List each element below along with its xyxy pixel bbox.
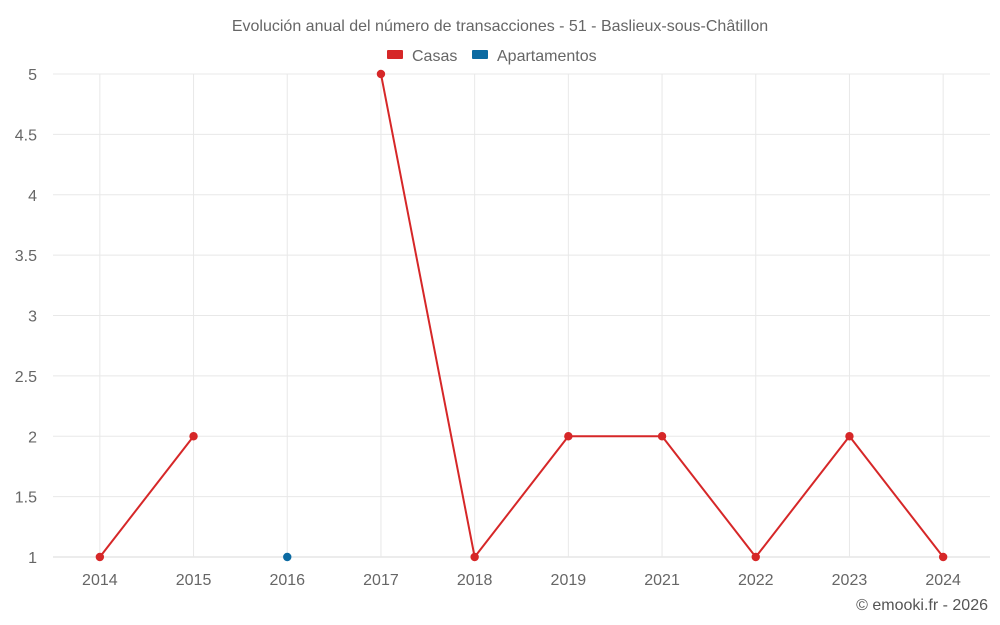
data-point-casas[interactable] xyxy=(95,552,105,562)
x-tick-label: 2022 xyxy=(738,572,774,589)
legend: Casas Apartamentos xyxy=(387,48,597,65)
y-tick-label: 2.5 xyxy=(15,369,37,386)
y-tick-label: 1 xyxy=(28,550,37,567)
series-casas xyxy=(95,69,948,562)
legend-label-casas: Casas xyxy=(412,48,457,65)
legend-label-apartamentos: Apartamentos xyxy=(497,48,597,65)
y-tick-label: 4.5 xyxy=(15,127,37,144)
data-point-casas[interactable] xyxy=(657,432,667,441)
chart-title: Evolución anual del número de transaccio… xyxy=(232,18,768,35)
series-layer xyxy=(95,69,948,562)
data-point-casas[interactable] xyxy=(564,432,573,441)
x-tick-label: 2017 xyxy=(363,572,399,589)
data-point-casas[interactable] xyxy=(751,552,760,562)
x-tick-label: 2021 xyxy=(644,572,680,589)
x-tick-label: 2015 xyxy=(176,572,212,589)
x-tick-label: 2024 xyxy=(925,572,961,589)
legend-swatch-casas xyxy=(387,50,403,59)
data-point-casas[interactable] xyxy=(376,69,386,79)
grid xyxy=(53,73,990,558)
y-tick-label: 4 xyxy=(28,188,37,205)
x-tick-label: 2014 xyxy=(82,572,118,589)
credit-text: © emooki.fr - 2026 xyxy=(856,597,988,614)
x-tick-label: 2018 xyxy=(457,572,493,589)
series-apartamentos xyxy=(283,552,292,562)
series-line-casas xyxy=(99,435,195,558)
data-point-casas[interactable] xyxy=(470,552,479,562)
y-tick-label: 3 xyxy=(28,309,37,326)
data-point-casas[interactable] xyxy=(938,552,948,562)
data-point-casas[interactable] xyxy=(845,432,854,441)
y-tick-label: 2 xyxy=(28,429,37,446)
x-tick-label: 2016 xyxy=(269,572,305,589)
data-point-casas[interactable] xyxy=(189,432,198,441)
y-tick-label: 1.5 xyxy=(15,490,37,507)
y-tick-label: 3.5 xyxy=(15,248,37,265)
legend-swatch-apartamentos xyxy=(472,50,488,59)
y-tick-label: 5 xyxy=(28,67,37,84)
x-tick-label: 2023 xyxy=(832,572,868,589)
data-point-apartamentos[interactable] xyxy=(283,552,292,562)
x-tick-label: 2019 xyxy=(551,572,587,589)
y-axis-ticks: 1 1.5 2 2.5 3 3.5 4 4.5 5 xyxy=(15,67,37,567)
x-axis-ticks: 2014 2015 2016 2017 2018 2019 2021 2022 2023 2024 xyxy=(82,572,961,589)
